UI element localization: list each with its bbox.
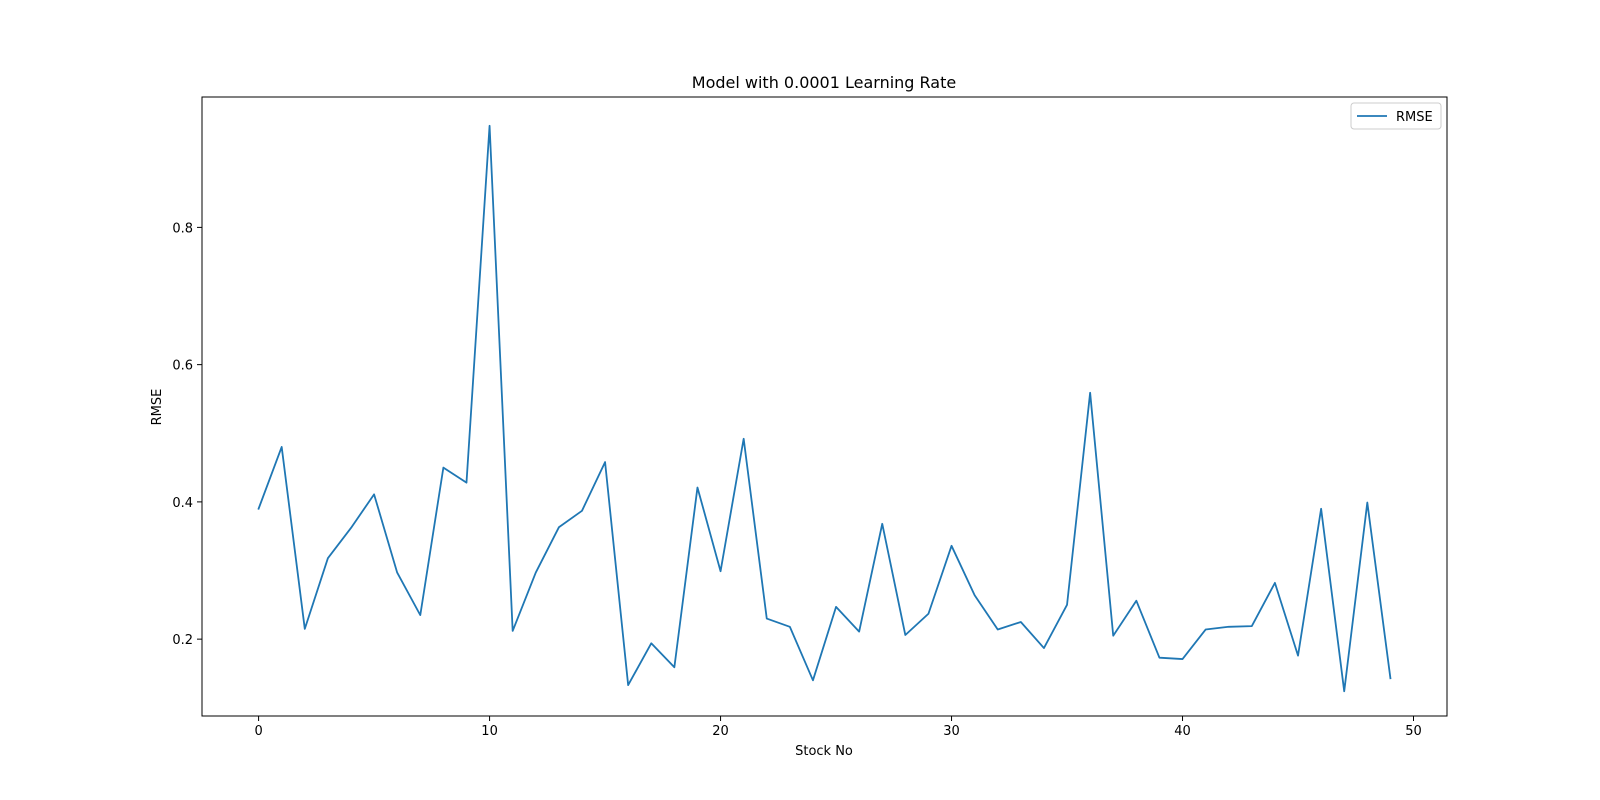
y-axis-label: RMSE <box>150 389 165 426</box>
plot-frame <box>201 96 1448 717</box>
plot-area: 0 10 20 30 40 50 0.2 0.4 0.6 0.8 <box>172 96 1448 739</box>
x-tick-label: 50 <box>1405 724 1422 739</box>
x-tick-label: 20 <box>712 724 729 739</box>
y-tick-label: 0.8 <box>172 221 193 236</box>
y-tick-label: 0.6 <box>172 359 193 374</box>
y-axis: 0.2 0.4 0.6 0.8 <box>172 221 202 648</box>
x-tick-label: 10 <box>481 724 498 739</box>
x-tick-label: 0 <box>254 724 262 739</box>
x-tick-label: 40 <box>1174 724 1191 739</box>
series-group <box>257 124 1392 693</box>
x-axis-label: Stock No <box>795 744 853 759</box>
y-tick-label: 0.2 <box>172 633 193 648</box>
x-tick-label: 30 <box>943 724 960 739</box>
x-axis: 0 10 20 30 40 50 <box>254 716 1422 739</box>
legend-box <box>1350 102 1442 130</box>
legend-label: RMSE <box>1396 110 1433 125</box>
series-line-rmse <box>257 124 1392 693</box>
legend: RMSE <box>1350 102 1442 130</box>
chart-title: Model with 0.0001 Learning Rate <box>692 73 956 92</box>
y-tick-label: 0.4 <box>172 496 193 511</box>
